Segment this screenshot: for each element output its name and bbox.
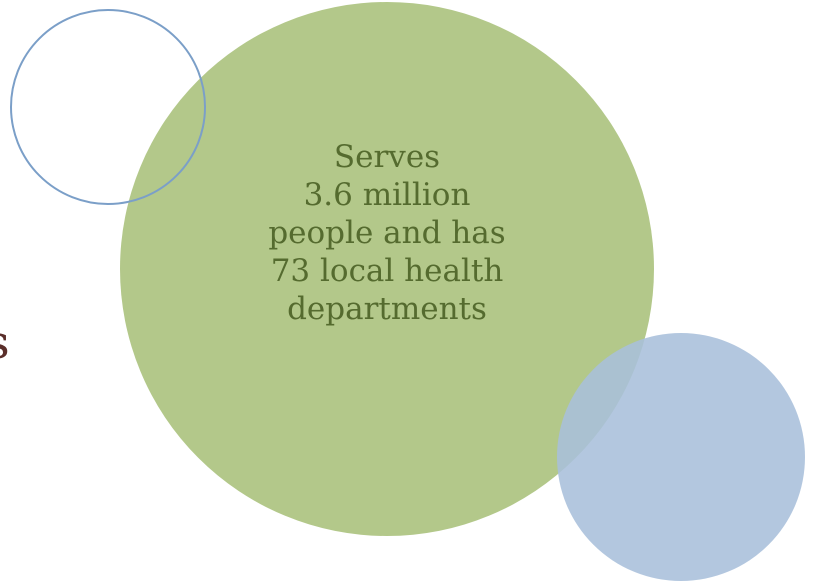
outline-circle [10, 9, 206, 205]
bubble-line-5: departments [287, 291, 487, 327]
bubble-line-3: people and has [268, 215, 506, 251]
blue-circle [557, 333, 805, 581]
clipped-edge-text: s [0, 312, 10, 372]
bubble-line-4: 73 local health [270, 253, 504, 289]
bubble-line-1: Serves [333, 139, 441, 175]
bubble-text: Serves 3.6 million people and has 73 loc… [200, 138, 574, 328]
bubble-line-2: 3.6 million [303, 177, 471, 213]
